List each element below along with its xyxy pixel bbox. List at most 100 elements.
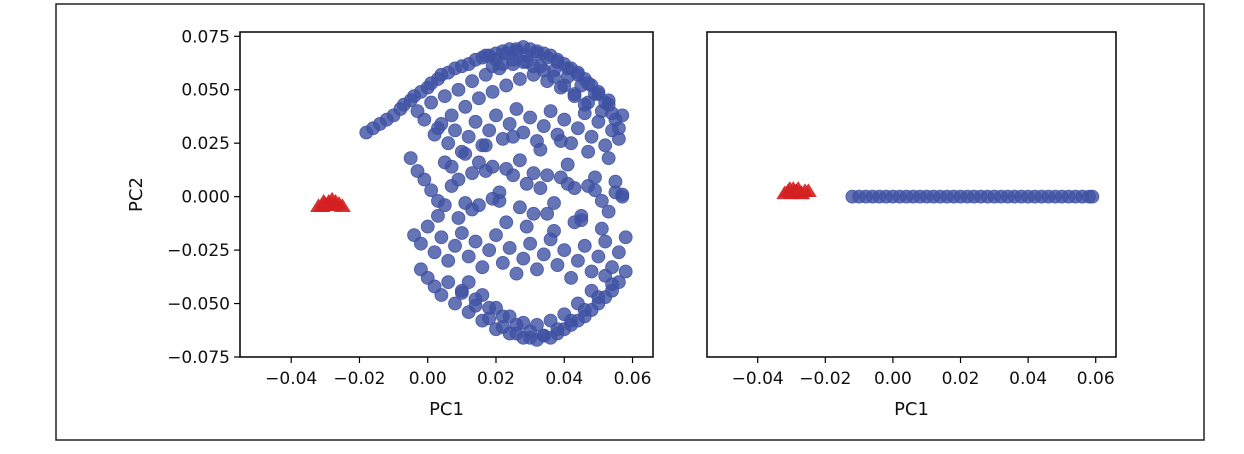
x-tick-label: 0.00 — [874, 369, 912, 389]
scatter-point-circle — [536, 63, 551, 78]
x-axis-label: PC1 — [429, 399, 464, 420]
scatter-point-circle — [431, 208, 445, 223]
scatter-point-circle — [543, 313, 558, 328]
scatter-point-circle — [601, 204, 616, 219]
scatter-point-circle — [444, 108, 459, 123]
y-tick-label: −0.075 — [167, 348, 230, 368]
scatter-point-circle — [557, 78, 572, 93]
y-tick-label: 0.075 — [181, 27, 230, 47]
scatter-point-circle — [441, 253, 456, 268]
scatter-point-circle — [547, 196, 561, 210]
y-axis-label: PC2 — [126, 177, 147, 212]
scatter-point-circle — [553, 170, 568, 185]
scatter-point-circle — [543, 104, 558, 119]
scatter-point-circle — [536, 119, 551, 133]
scatter-point-circle — [594, 221, 609, 236]
scatter-point-circle — [547, 70, 561, 84]
scatter-point-circle — [601, 93, 616, 108]
x-tick-label: 0.00 — [409, 369, 447, 389]
scatter-point-circle — [475, 288, 490, 302]
scatter-point-circle — [512, 72, 527, 86]
scatter-point-circle — [434, 230, 449, 245]
x-tick-label: −0.04 — [732, 369, 784, 389]
scatter-point-circle — [540, 168, 555, 183]
scatter-point-circle — [512, 200, 527, 215]
scatter-point-circle — [461, 249, 476, 264]
x-tick-label: 0.02 — [477, 369, 515, 389]
y-tick-label: 0.025 — [181, 134, 230, 154]
scatter-point-circle — [577, 238, 592, 253]
scatter-point-circle — [519, 176, 534, 191]
scatter-point-circle — [598, 268, 613, 283]
scatter-point-circle — [560, 157, 575, 172]
scatter-point-circle — [461, 129, 476, 144]
scatter-point-circle — [441, 275, 456, 290]
scatter-point-circle — [454, 226, 469, 240]
y-tick-label: −0.050 — [167, 295, 230, 315]
scatter-point-triangle — [315, 193, 333, 208]
data-points — [310, 40, 633, 347]
scatter-point-triangle — [799, 183, 817, 197]
scatter-point-circle — [458, 99, 473, 114]
scatter-point-circle — [465, 166, 479, 181]
scatter-point-circle — [434, 117, 449, 131]
scatter-point-circle — [472, 91, 486, 106]
data-points — [776, 181, 1100, 204]
scatter-point-circle — [516, 251, 531, 266]
scatter-point-circle — [560, 61, 575, 76]
x-tick-label: −0.02 — [799, 369, 851, 389]
scatter-point-circle — [451, 172, 466, 187]
scatter-point-circle — [601, 151, 616, 166]
scatter-point-circle — [448, 123, 462, 138]
scatter-point-circle — [427, 245, 442, 260]
scatter-point-circle — [591, 114, 606, 129]
scatter-point-circle — [509, 326, 524, 341]
scatter-point-circle — [458, 196, 473, 210]
scatter-point-circle — [468, 298, 483, 313]
scatter-point-circle — [420, 219, 435, 234]
scatter-point-circle — [530, 318, 544, 332]
scatter-point-circle — [485, 191, 500, 206]
scatter-point-circle — [571, 121, 585, 136]
scatter-point-circle — [526, 206, 541, 221]
x-tick-label: 0.04 — [1009, 369, 1047, 389]
scatter-point-circle — [550, 55, 565, 69]
scatter-point-circle — [475, 260, 490, 275]
scatter-point-circle — [403, 151, 418, 166]
scatter-point-circle — [461, 275, 476, 290]
y-tick-label: 0.050 — [181, 81, 230, 101]
scatter-point-circle — [577, 97, 592, 112]
x-tick-label: −0.02 — [333, 369, 385, 389]
scatter-point-circle — [502, 309, 517, 324]
scatter-point-circle — [499, 215, 514, 230]
scatter-point-circle — [502, 117, 517, 131]
scatter-point-circle — [414, 236, 428, 251]
scatter-point-circle — [550, 258, 565, 272]
scatter-point-circle — [533, 181, 548, 195]
scatter-point-circle — [550, 127, 565, 142]
left-panel: −0.04 −0.02 0.00 0.02 0.04 0.06 0.075 0.050 0.02… — [126, 27, 654, 420]
scatter-point-circle — [523, 110, 538, 125]
scatter-point-circle — [448, 238, 462, 253]
scatter-point-circle — [581, 179, 596, 193]
scatter-point-circle — [557, 243, 572, 257]
scatter-point-circle — [448, 296, 462, 311]
scatter-point-circle — [451, 82, 466, 97]
scatter-point-circle — [519, 219, 534, 234]
y-tick-label: 0.000 — [181, 188, 230, 208]
scatter-point-triangle — [333, 198, 351, 212]
x-axis-label: PC1 — [894, 399, 929, 420]
scatter-point-circle — [468, 234, 483, 249]
scatter-point-circle — [489, 108, 503, 123]
scatter-point-circle — [530, 262, 544, 277]
scatter-point-circle — [495, 256, 510, 270]
scatter-point-circle — [437, 198, 452, 213]
scatter-point-circle — [571, 296, 585, 311]
scatter-point-circle — [591, 249, 606, 264]
x-tick-label: 0.06 — [614, 369, 652, 389]
scatter-point-circle — [564, 136, 578, 151]
x-tick-label: 0.06 — [1077, 369, 1115, 389]
scatter-point-circle — [598, 234, 613, 249]
x-tick-label: −0.04 — [265, 369, 317, 389]
scatter-point-circle — [441, 136, 456, 151]
